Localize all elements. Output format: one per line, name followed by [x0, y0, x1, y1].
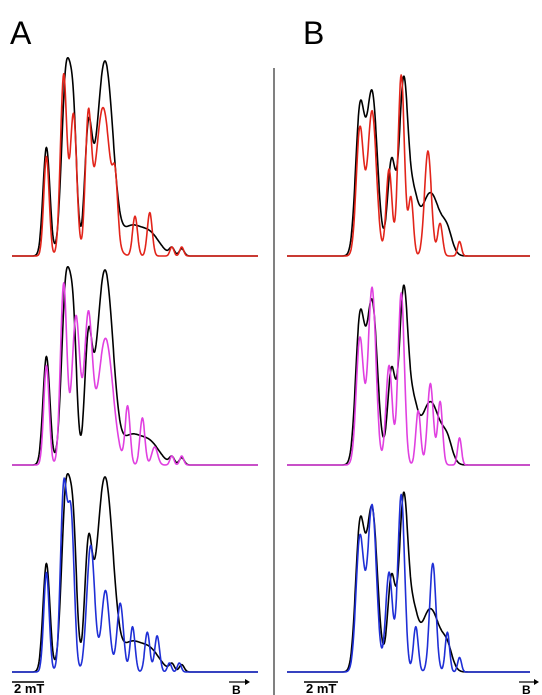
spectrum-b-row3-simulated — [286, 493, 531, 673]
spectrum-a-row3-simulated — [11, 477, 259, 673]
spectrum-b-row1-simulated — [286, 74, 531, 257]
spectrum-b-row2-experimental — [286, 284, 531, 466]
panel-label-b: B — [303, 15, 324, 51]
scale-label-a: 2 mT — [14, 681, 44, 695]
spectrum-b-row2-simulated — [286, 286, 531, 466]
spectrum-a-row2-simulated — [11, 282, 259, 466]
spectra-group — [11, 56, 531, 673]
panel-label-a: A — [10, 15, 32, 51]
spectrum-a-row1-simulated — [11, 73, 259, 257]
scale-label-b: 2 mT — [306, 681, 336, 695]
field-arrow-a-head — [245, 679, 250, 685]
field-label-a: B — [232, 683, 241, 695]
field-arrow-b-head — [534, 679, 539, 685]
spectrum-b-row1-experimental — [286, 75, 531, 257]
spectrum-a-row1-experimental — [11, 56, 259, 257]
spectrum-a-row2-experimental — [11, 265, 259, 466]
field-label-b: B — [522, 683, 531, 695]
